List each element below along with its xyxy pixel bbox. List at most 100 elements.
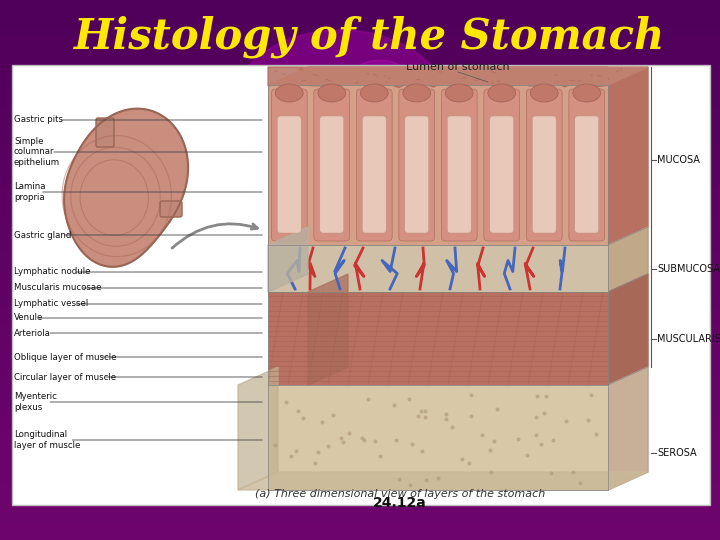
Bar bbox=[0, 358, 720, 362]
Bar bbox=[0, 261, 720, 265]
Bar bbox=[0, 126, 720, 130]
Bar bbox=[268, 292, 608, 385]
Bar bbox=[0, 156, 720, 159]
Polygon shape bbox=[608, 367, 648, 490]
FancyBboxPatch shape bbox=[569, 89, 605, 241]
Bar bbox=[0, 404, 720, 408]
Bar bbox=[0, 436, 720, 440]
Text: Simple
columnar
epithelium: Simple columnar epithelium bbox=[14, 137, 60, 167]
Bar bbox=[0, 258, 720, 262]
Bar bbox=[0, 291, 720, 294]
Bar bbox=[0, 366, 720, 370]
Bar bbox=[0, 439, 720, 443]
Bar bbox=[0, 183, 720, 186]
Bar bbox=[0, 45, 720, 49]
Bar bbox=[0, 318, 720, 321]
Bar bbox=[0, 353, 720, 356]
Bar bbox=[0, 509, 720, 513]
Text: Lymphatic vessel: Lymphatic vessel bbox=[14, 300, 89, 308]
Bar bbox=[0, 2, 720, 5]
Bar bbox=[0, 293, 720, 297]
Bar bbox=[0, 474, 720, 478]
Bar bbox=[0, 374, 720, 378]
Bar bbox=[0, 377, 720, 381]
Bar bbox=[0, 334, 720, 338]
Bar bbox=[0, 525, 720, 529]
Bar bbox=[0, 21, 720, 24]
Polygon shape bbox=[608, 67, 648, 245]
Bar bbox=[0, 18, 720, 22]
Bar bbox=[0, 272, 720, 275]
Bar bbox=[0, 396, 720, 400]
Bar bbox=[0, 61, 720, 65]
Text: (a) Three dimensional view of layers of the stomach: (a) Three dimensional view of layers of … bbox=[255, 489, 545, 499]
Bar bbox=[0, 388, 720, 392]
Bar bbox=[0, 10, 720, 14]
Bar bbox=[0, 204, 720, 208]
Bar bbox=[0, 145, 720, 148]
Bar bbox=[0, 477, 720, 481]
FancyBboxPatch shape bbox=[399, 89, 435, 241]
Ellipse shape bbox=[230, 30, 450, 190]
Bar bbox=[0, 164, 720, 167]
Ellipse shape bbox=[275, 84, 303, 102]
Bar bbox=[0, 77, 720, 81]
Bar bbox=[0, 453, 720, 456]
Bar bbox=[0, 277, 720, 281]
Bar bbox=[0, 237, 720, 240]
Bar bbox=[0, 0, 720, 3]
Text: Circular layer of muscle: Circular layer of muscle bbox=[14, 373, 116, 381]
Bar bbox=[0, 158, 720, 162]
Bar bbox=[0, 288, 720, 292]
Bar bbox=[0, 174, 720, 178]
Bar bbox=[0, 280, 720, 284]
Bar bbox=[0, 423, 720, 427]
Bar bbox=[0, 393, 720, 397]
Bar bbox=[0, 434, 720, 437]
FancyBboxPatch shape bbox=[526, 89, 562, 241]
Bar bbox=[0, 69, 720, 73]
Bar bbox=[0, 307, 720, 310]
Bar bbox=[0, 450, 720, 454]
Bar bbox=[0, 247, 720, 251]
Bar bbox=[0, 517, 720, 521]
FancyBboxPatch shape bbox=[277, 116, 301, 233]
Bar bbox=[0, 23, 720, 27]
Bar bbox=[0, 264, 720, 267]
Bar bbox=[0, 215, 720, 219]
Bar bbox=[0, 490, 720, 494]
Bar bbox=[0, 309, 720, 313]
Bar bbox=[0, 99, 720, 103]
Text: Lumen of stomach: Lumen of stomach bbox=[406, 62, 510, 72]
Bar bbox=[0, 534, 720, 537]
Bar bbox=[0, 53, 720, 57]
Bar bbox=[0, 207, 720, 211]
Bar bbox=[0, 134, 720, 138]
Bar bbox=[0, 26, 720, 30]
Bar bbox=[0, 91, 720, 94]
Text: MUCOSA: MUCOSA bbox=[657, 155, 700, 165]
Bar bbox=[0, 331, 720, 335]
Bar bbox=[0, 102, 720, 105]
Bar bbox=[0, 234, 720, 238]
Bar bbox=[0, 7, 720, 11]
Bar bbox=[0, 458, 720, 462]
Text: Myenteric
plexus: Myenteric plexus bbox=[14, 392, 57, 411]
Polygon shape bbox=[238, 472, 648, 490]
Bar bbox=[0, 488, 720, 491]
Bar bbox=[0, 66, 720, 70]
Bar bbox=[0, 250, 720, 254]
Bar bbox=[0, 266, 720, 270]
Text: Arteriola: Arteriola bbox=[14, 328, 51, 338]
FancyBboxPatch shape bbox=[441, 89, 477, 241]
Bar bbox=[0, 169, 720, 173]
Text: Lymphatic nodule: Lymphatic nodule bbox=[14, 267, 91, 276]
FancyBboxPatch shape bbox=[362, 116, 386, 233]
Bar bbox=[0, 212, 720, 216]
Bar bbox=[268, 245, 608, 292]
Bar bbox=[0, 512, 720, 516]
Bar bbox=[0, 137, 720, 140]
Text: Lamina
propria: Lamina propria bbox=[14, 183, 45, 202]
Bar bbox=[0, 228, 720, 232]
Bar bbox=[0, 80, 720, 84]
